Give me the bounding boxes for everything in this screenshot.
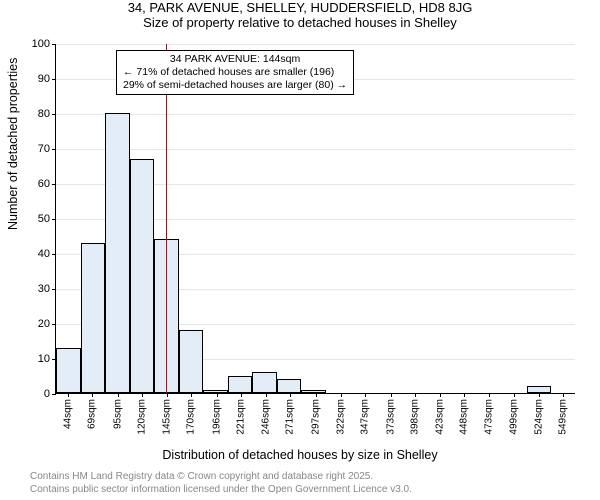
- histogram-bar: [56, 348, 81, 394]
- histogram-bar: [301, 390, 326, 394]
- x-tick-label: 44sqm: [62, 399, 73, 429]
- x-tick-label: 95sqm: [112, 399, 123, 429]
- x-tick: [217, 393, 218, 397]
- x-tick: [68, 393, 69, 397]
- x-tick: [341, 393, 342, 397]
- histogram-bar: [130, 159, 155, 394]
- chart-container: 34, PARK AVENUE, SHELLEY, HUDDERSFIELD, …: [0, 0, 600, 500]
- x-tick-label: 246sqm: [260, 399, 271, 435]
- x-tick: [415, 393, 416, 397]
- y-axis-label: Number of detached properties: [6, 58, 20, 230]
- x-tick-label: 524sqm: [533, 399, 544, 435]
- x-tick-label: 120sqm: [137, 399, 148, 435]
- x-tick: [391, 393, 392, 397]
- x-tick: [167, 393, 168, 397]
- y-tick: [52, 184, 56, 185]
- y-tick-label: 80: [38, 108, 50, 120]
- x-tick: [118, 393, 119, 397]
- x-tick: [464, 393, 465, 397]
- x-tick-label: 373sqm: [385, 399, 396, 435]
- x-tick-label: 347sqm: [360, 399, 371, 435]
- x-tick-label: 398sqm: [410, 399, 421, 435]
- x-tick: [290, 393, 291, 397]
- x-tick-label: 423sqm: [434, 399, 445, 435]
- gridline: [56, 44, 575, 45]
- y-tick-label: 40: [38, 248, 50, 260]
- histogram-bar: [105, 113, 130, 393]
- chart-subtitle: Size of property relative to detached ho…: [0, 15, 600, 30]
- y-tick-label: 20: [38, 318, 50, 330]
- y-tick-label: 30: [38, 283, 50, 295]
- y-tick: [52, 149, 56, 150]
- x-tick: [440, 393, 441, 397]
- x-tick-label: 196sqm: [211, 399, 222, 435]
- reference-line: [166, 44, 167, 393]
- footer-line-2: Contains public sector information licen…: [30, 484, 412, 497]
- gridline: [56, 114, 575, 115]
- x-tick-label: 271sqm: [285, 399, 296, 435]
- x-tick-label: 69sqm: [87, 399, 98, 429]
- x-tick: [514, 393, 515, 397]
- y-tick-label: 70: [38, 143, 50, 155]
- x-tick-label: 499sqm: [509, 399, 520, 435]
- y-tick-label: 10: [38, 353, 50, 365]
- x-tick: [142, 393, 143, 397]
- x-tick-label: 549sqm: [558, 399, 569, 435]
- y-tick: [52, 289, 56, 290]
- x-tick: [241, 393, 242, 397]
- x-tick: [563, 393, 564, 397]
- x-tick-label: 297sqm: [311, 399, 322, 435]
- x-tick: [266, 393, 267, 397]
- histogram-bar: [277, 379, 302, 393]
- plot-area: 010203040506070809010044sqm69sqm95sqm120…: [55, 44, 575, 394]
- histogram-bar: [203, 390, 228, 394]
- y-tick: [52, 79, 56, 80]
- y-tick: [52, 254, 56, 255]
- annotation-box: 34 PARK AVENUE: 144sqm ← 71% of detached…: [116, 50, 354, 95]
- histogram-bar: [527, 386, 552, 393]
- y-tick: [52, 394, 56, 395]
- annotation-line-3: 29% of semi-detached houses are larger (…: [123, 79, 347, 92]
- x-tick: [316, 393, 317, 397]
- y-tick-label: 100: [32, 38, 50, 50]
- x-axis-label: Distribution of detached houses by size …: [0, 448, 600, 462]
- annotation-line-1: 34 PARK AVENUE: 144sqm: [123, 53, 347, 66]
- x-tick: [92, 393, 93, 397]
- x-tick-label: 322sqm: [335, 399, 346, 435]
- x-tick: [489, 393, 490, 397]
- chart-title-address: 34, PARK AVENUE, SHELLEY, HUDDERSFIELD, …: [0, 0, 600, 15]
- x-tick: [191, 393, 192, 397]
- histogram-bar: [81, 243, 106, 394]
- y-tick: [52, 114, 56, 115]
- histogram-bar: [252, 372, 277, 393]
- y-tick-label: 60: [38, 178, 50, 190]
- footer-credits: Contains HM Land Registry data © Crown c…: [30, 471, 412, 496]
- x-tick-label: 473sqm: [483, 399, 494, 435]
- y-tick-label: 0: [44, 388, 50, 400]
- gridline: [56, 149, 575, 150]
- y-tick: [52, 44, 56, 45]
- x-tick: [365, 393, 366, 397]
- x-tick: [539, 393, 540, 397]
- y-tick-label: 50: [38, 213, 50, 225]
- y-tick: [52, 324, 56, 325]
- footer-line-1: Contains HM Land Registry data © Crown c…: [30, 471, 412, 484]
- x-tick-label: 170sqm: [186, 399, 197, 435]
- histogram-bar: [179, 330, 204, 393]
- x-tick-label: 448sqm: [459, 399, 470, 435]
- histogram-bar: [228, 376, 253, 394]
- x-tick-label: 221sqm: [236, 399, 247, 435]
- y-tick-label: 90: [38, 73, 50, 85]
- x-tick-label: 145sqm: [161, 399, 172, 435]
- annotation-line-2: ← 71% of detached houses are smaller (19…: [123, 66, 347, 79]
- y-tick: [52, 219, 56, 220]
